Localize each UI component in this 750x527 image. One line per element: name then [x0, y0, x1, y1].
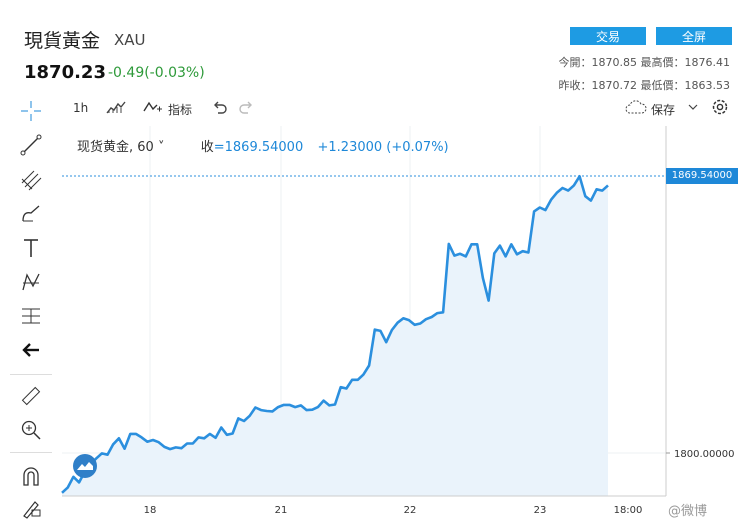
- gear-icon[interactable]: [710, 97, 730, 117]
- last-price-tag: 1869.54000: [666, 168, 738, 184]
- interval-selector[interactable]: 1h: [73, 101, 89, 115]
- fullscreen-button[interactable]: 全屏: [656, 27, 732, 45]
- instrument-name: 現貨黃金: [24, 30, 101, 52]
- tradingview-logo-icon[interactable]: [72, 453, 98, 479]
- watermark-text: @微博: [668, 504, 708, 519]
- legend-close-label: 收: [200, 140, 214, 155]
- stats-open-high: 今開：1870.85 最高價：1876.41: [558, 56, 730, 69]
- cloud-icon[interactable]: [624, 99, 648, 115]
- indicators-label[interactable]: 指标: [168, 103, 193, 117]
- x-tick-label: 18:00: [614, 505, 643, 516]
- legend-title[interactable]: 现货黄金, 60: [77, 140, 154, 155]
- redo-icon[interactable]: [238, 100, 254, 114]
- lock-drawing-icon[interactable]: [18, 495, 44, 521]
- save-label[interactable]: 保存: [651, 103, 676, 117]
- back-arrow-icon[interactable]: [18, 337, 44, 363]
- price-change: -0.49(-0.03%): [108, 65, 205, 81]
- legend-change: +1.23000 (+0.07%): [317, 140, 449, 155]
- text-tool-icon[interactable]: [18, 235, 44, 261]
- trend-line-icon[interactable]: [18, 132, 44, 158]
- undo-icon[interactable]: [212, 100, 228, 114]
- fib-tool-icon[interactable]: [18, 167, 44, 193]
- crosshair-icon[interactable]: [18, 98, 44, 124]
- legend-close-value: =1869.54000: [213, 140, 304, 155]
- instrument-symbol: XAU: [114, 31, 146, 49]
- drawing-toolbar: [0, 92, 62, 527]
- last-price: 1870.23: [24, 62, 106, 83]
- x-tick-label: 22: [404, 505, 417, 516]
- zoom-in-icon[interactable]: [18, 417, 44, 443]
- measure-range-icon[interactable]: [18, 303, 44, 329]
- stats-prev-low: 昨收：1870.72 最低價：1863.53: [558, 79, 730, 92]
- magnet-icon[interactable]: [18, 463, 44, 489]
- toolbar-divider: [10, 374, 52, 375]
- toolbar-divider: [10, 452, 52, 453]
- indicators-icon[interactable]: [143, 99, 163, 115]
- chart-style-icon[interactable]: [106, 99, 126, 115]
- chevron-down-icon[interactable]: [688, 103, 698, 111]
- chart-legend: 现货黄金, 60 ˅ 收=1869.54000 +1.23000 (+0.07%…: [77, 136, 449, 155]
- pattern-tool-icon[interactable]: [18, 269, 44, 295]
- ruler-icon[interactable]: [18, 383, 44, 409]
- x-tick-label: 18: [144, 505, 157, 516]
- trade-button[interactable]: 交易: [570, 27, 646, 45]
- y-tick-label: 1800.00000: [674, 449, 734, 460]
- price-line: [61, 175, 609, 494]
- x-tick-label: 21: [275, 505, 288, 516]
- x-tick-label: 23: [534, 505, 547, 516]
- area-fill: [62, 176, 608, 497]
- brush-icon[interactable]: [18, 201, 44, 227]
- chevron-down-icon[interactable]: ˅: [153, 140, 165, 155]
